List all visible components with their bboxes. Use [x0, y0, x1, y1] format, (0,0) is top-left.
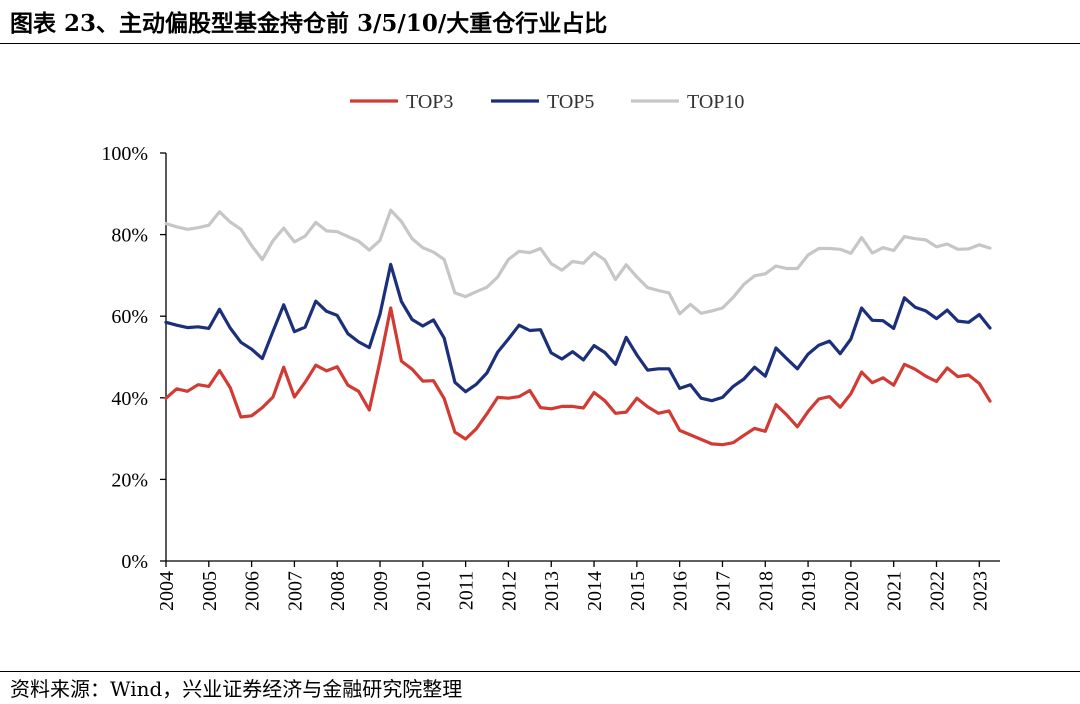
- x-tick-label: 2006: [242, 571, 264, 611]
- x-tick-label: 2015: [627, 571, 649, 611]
- y-tick-label: 80%: [111, 225, 148, 247]
- legend-label-top5: TOP5: [547, 91, 594, 113]
- legend-label-top10: TOP10: [687, 91, 744, 113]
- x-tick-label: 2004: [156, 571, 178, 611]
- y-tick-label: 40%: [111, 388, 148, 410]
- series-line-top3: [164, 306, 992, 447]
- x-tick-label: 2013: [541, 571, 563, 611]
- source-rule: [0, 671, 1080, 672]
- x-tick-label: 2012: [498, 571, 520, 611]
- x-tick-label: 2017: [712, 571, 734, 611]
- x-tick-label: 2007: [284, 571, 306, 611]
- source-note: 资料来源：Wind，兴业证券经济与金融研究院整理: [10, 677, 463, 701]
- y-tick-label: 60%: [111, 306, 148, 328]
- x-tick-label: 2022: [926, 571, 948, 611]
- x-tick-label: 2023: [969, 571, 991, 611]
- x-tick-label: 2019: [798, 571, 820, 611]
- x-axis: 2004 2005 2006 2007 2008 2009 2010 2011 2012 2013…: [156, 560, 1000, 611]
- legend: TOP3 TOP5 TOP10: [350, 91, 744, 113]
- x-tick-label: 2008: [327, 571, 349, 611]
- series-line-top5: [164, 262, 992, 403]
- x-tick-label: 2021: [884, 571, 906, 611]
- x-tick-label: 2016: [670, 571, 692, 611]
- title-rule: [0, 43, 1080, 44]
- figure-title: 图表 23、主动偏股型基金持仓前 3/5/10/大重仓行业占比: [10, 10, 608, 37]
- x-tick-label: 2009: [370, 571, 392, 611]
- x-tick-label: 2011: [456, 571, 478, 610]
- y-tick-label: 20%: [111, 469, 148, 491]
- series-line-top10: [164, 208, 992, 316]
- y-axis: 0% 20% 40% 60% 80% 100%: [101, 143, 167, 573]
- legend-label-top3: TOP3: [406, 91, 453, 113]
- x-tick-label: 2014: [584, 571, 606, 611]
- series-layer: [164, 208, 992, 447]
- x-tick-label: 2018: [755, 571, 777, 611]
- x-tick-label: 2005: [199, 571, 221, 611]
- y-tick-label: 100%: [101, 143, 148, 165]
- y-tick-label: 0%: [121, 551, 148, 573]
- x-tick-label: 2020: [841, 571, 863, 611]
- x-tick-label: 2010: [413, 571, 435, 611]
